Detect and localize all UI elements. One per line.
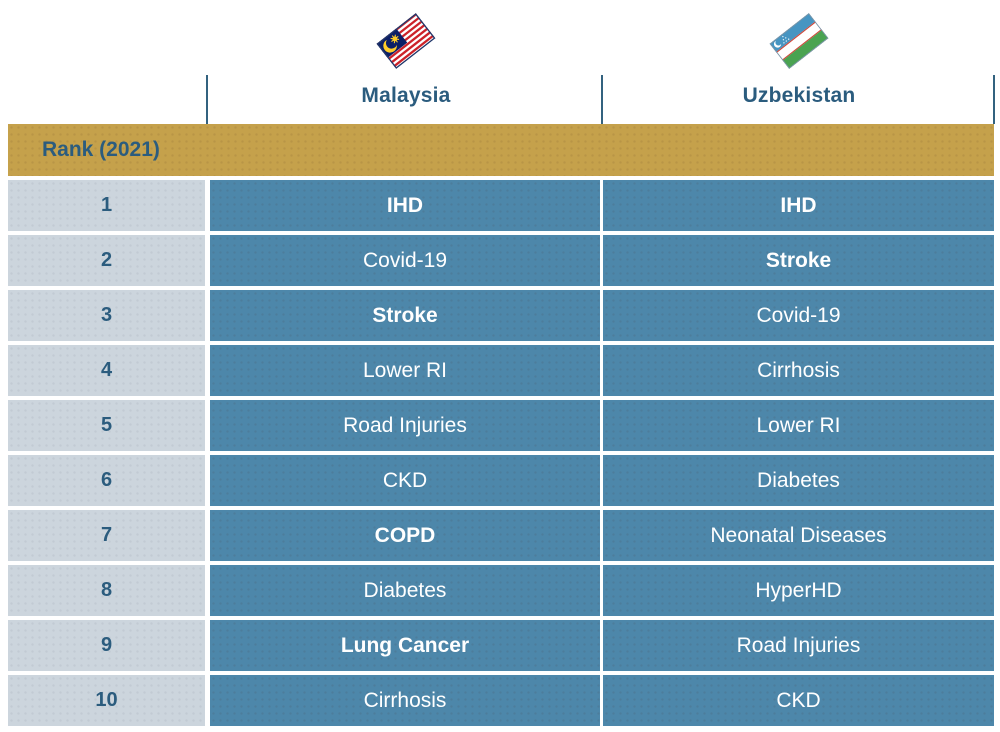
uzbekistan-cell: Lower RI [603,400,994,451]
ranking-rows: 1 IHD IHD 2 Covid-19 Stroke 3 Stroke Cov… [8,180,994,726]
rank-banner-label: Rank (2021) [42,138,160,161]
rank-cell: 1 [8,180,205,231]
malaysia-cell: Covid-19 [210,235,600,286]
rank-cell: 6 [8,455,205,506]
malaysia-flag-icon [376,10,436,72]
uzbekistan-cell: Stroke [603,235,994,286]
malaysia-cell: CKD [210,455,600,506]
uzbekistan-cell: Neonatal Diseases [603,510,994,561]
header-divider-left [206,75,208,124]
uzbekistan-cell: Diabetes [603,455,994,506]
uzbekistan-cell: Covid-19 [603,290,994,341]
rank-cell: 2 [8,235,205,286]
table-row: 8 Diabetes HyperHD [8,565,994,616]
rank-cell: 9 [8,620,205,671]
rank-cell: 10 [8,675,205,726]
table-row: 9 Lung Cancer Road Injuries [8,620,994,671]
table-row: 5 Road Injuries Lower RI [8,400,994,451]
uzbekistan-label: Uzbekistan [742,84,856,107]
rank-cell: 7 [8,510,205,561]
rank-banner: Rank (2021) [8,124,994,176]
uzbekistan-cell: Cirrhosis [603,345,994,396]
malaysia-column-header: Malaysia [210,0,602,108]
table-row: 1 IHD IHD [8,180,994,231]
table-row: 2 Covid-19 Stroke [8,235,994,286]
malaysia-cell: Lung Cancer [210,620,600,671]
header-divider-right [993,75,995,124]
rank-cell: 3 [8,290,205,341]
malaysia-cell: Lower RI [210,345,600,396]
malaysia-cell: IHD [210,180,600,231]
uzbekistan-cell: HyperHD [603,565,994,616]
malaysia-cell: Stroke [210,290,600,341]
malaysia-cell: Diabetes [210,565,600,616]
rank-cell: 4 [8,345,205,396]
malaysia-cell: COPD [210,510,600,561]
uzbekistan-column-header: Uzbekistan [604,0,994,108]
table-header: Malaysia [0,0,1000,124]
uzbekistan-cell: CKD [603,675,994,726]
uzbekistan-cell: Road Injuries [603,620,994,671]
table-row: 6 CKD Diabetes [8,455,994,506]
malaysia-cell: Road Injuries [210,400,600,451]
table-row: 10 Cirrhosis CKD [8,675,994,726]
table-row: 7 COPD Neonatal Diseases [8,510,994,561]
rank-cell: 5 [8,400,205,451]
table-row: 3 Stroke Covid-19 [8,290,994,341]
rank-cell: 8 [8,565,205,616]
uzbekistan-flag-icon [769,10,829,72]
uzbekistan-cell: IHD [603,180,994,231]
table-row: 4 Lower RI Cirrhosis [8,345,994,396]
malaysia-cell: Cirrhosis [210,675,600,726]
header-divider-middle [601,75,603,124]
malaysia-label: Malaysia [361,84,451,107]
